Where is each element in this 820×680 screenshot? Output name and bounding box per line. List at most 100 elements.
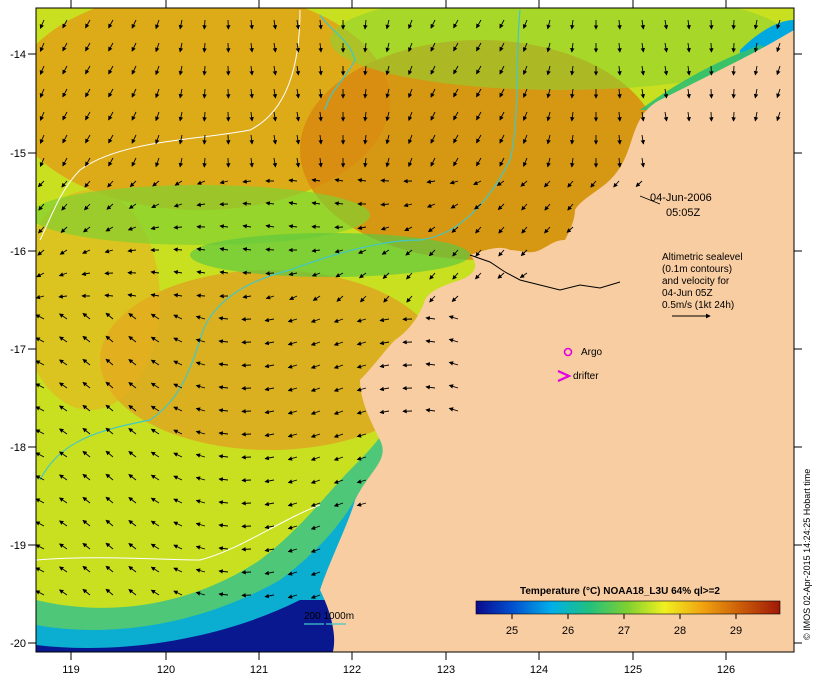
- velocity-arrow: [173, 406, 183, 412]
- coastal-coldest-band: [36, 600, 420, 652]
- velocity-arrow: [58, 543, 68, 550]
- velocity-arrow: [39, 19, 45, 29]
- velocity-arrow: [287, 410, 298, 415]
- velocity-arrow: [105, 335, 114, 343]
- velocity-arrows: [36, 19, 781, 599]
- velocity-arrow: [473, 180, 482, 185]
- velocity-arrow: [241, 455, 252, 460]
- velocity-arrow: [39, 134, 45, 144]
- velocity-arrow: [356, 318, 367, 323]
- velocity-arrow: [753, 19, 759, 30]
- velocity-arrow: [173, 337, 183, 343]
- velocity-arrow: [570, 42, 575, 53]
- velocity-arrow: [58, 294, 68, 299]
- velocity-arrow: [38, 203, 45, 211]
- velocity-arrow: [264, 547, 275, 553]
- velocity-arrow: [448, 338, 459, 343]
- velocity-arrow: [333, 364, 344, 369]
- velocity-arrow: [155, 111, 160, 122]
- velocity-arrow: [430, 42, 436, 52]
- velocity-arrow: [617, 111, 622, 122]
- velocity-arrow: [219, 224, 229, 229]
- velocity-arrow: [429, 272, 436, 280]
- velocity-arrow: [425, 316, 436, 321]
- velocity-arrow: [335, 272, 344, 278]
- land-peninsula: [451, 296, 525, 405]
- velocity-arrow: [58, 520, 68, 527]
- velocity-arrow: [173, 360, 183, 366]
- velocity-arrow: [36, 498, 45, 504]
- lat-tick-label: -20: [10, 638, 26, 650]
- velocity-arrow: [499, 157, 505, 167]
- velocity-arrow: [295, 157, 301, 168]
- velocity-arrow: [58, 589, 68, 596]
- velocity-arrow: [173, 567, 183, 573]
- velocity-arrow: [776, 42, 781, 53]
- velocity-arrow: [476, 65, 482, 75]
- velocity-arrow: [385, 111, 390, 122]
- velocity-arrow: [195, 476, 206, 481]
- velocity-arrow: [128, 405, 137, 412]
- velocity-arrow: [385, 157, 390, 168]
- velocity-arrow: [333, 341, 344, 346]
- velocity-arrow: [85, 65, 91, 75]
- velocity-arrow: [287, 502, 298, 507]
- velocity-arrow: [82, 358, 91, 366]
- velocity-arrow: [333, 456, 344, 461]
- velocity-arrow: [82, 450, 91, 458]
- velocity-arrow: [108, 88, 114, 98]
- velocity-arrow: [289, 295, 298, 300]
- velocity-arrow: [543, 180, 551, 188]
- velocity-arrow: [318, 157, 323, 168]
- velocity-arrow: [178, 111, 184, 122]
- velocity-arrow: [82, 427, 91, 435]
- velocity-arrow: [359, 295, 367, 303]
- velocity-arrow: [753, 42, 759, 53]
- velocity-arrow: [128, 203, 137, 209]
- velocity-arrow: [128, 451, 137, 458]
- velocity-arrow: [521, 203, 528, 211]
- velocity-arrow: [288, 224, 298, 229]
- velocity-arrow: [107, 180, 114, 188]
- velocity-arrow: [82, 588, 91, 596]
- velocity-arrow: [363, 42, 368, 53]
- velocity-arrow: [264, 317, 275, 323]
- contour-1000m: [36, 504, 321, 561]
- velocity-arrow: [82, 381, 91, 389]
- velocity-arrow: [363, 134, 368, 145]
- velocity-arrow: [85, 157, 91, 167]
- velocity-arrow: [356, 502, 367, 507]
- velocity-arrow: [85, 134, 91, 144]
- velocity-arrow: [272, 65, 278, 76]
- velocity-arrow: [202, 19, 207, 30]
- velocity-arrow: [731, 42, 736, 53]
- velocity-arrow: [82, 496, 91, 504]
- velocity-arrow: [82, 312, 91, 320]
- velocity-arrow: [686, 42, 691, 53]
- velocity-arrow: [663, 88, 669, 99]
- velocity-arrow: [406, 295, 413, 303]
- velocity-arrow: [264, 386, 275, 392]
- velocity-arrow: [108, 157, 114, 167]
- velocity-arrow: [264, 501, 275, 507]
- velocity-arrow: [753, 111, 759, 122]
- velocity-arrow: [195, 338, 206, 343]
- velocity-arrow: [108, 111, 114, 121]
- contour-key-label: 200 1000m: [304, 611, 354, 622]
- velocity-arrow: [295, 42, 301, 53]
- velocity-arrow: [58, 359, 68, 366]
- velocity-arrow: [218, 316, 229, 321]
- colorbar-tick-label: 25: [506, 625, 518, 637]
- velocity-arrow: [58, 566, 68, 573]
- velocity-arrow: [333, 502, 344, 507]
- velocity-arrow: [129, 180, 137, 188]
- velocity-arrow: [150, 589, 160, 596]
- land-australia: [320, 8, 794, 652]
- velocity-arrow: [105, 450, 114, 458]
- velocity-arrow: [475, 249, 482, 257]
- velocity-arrow: [428, 249, 436, 257]
- velocity-arrow: [379, 409, 390, 415]
- velocity-arrow: [385, 65, 390, 76]
- velocity-arrow: [408, 157, 413, 168]
- velocity-arrow: [173, 544, 183, 550]
